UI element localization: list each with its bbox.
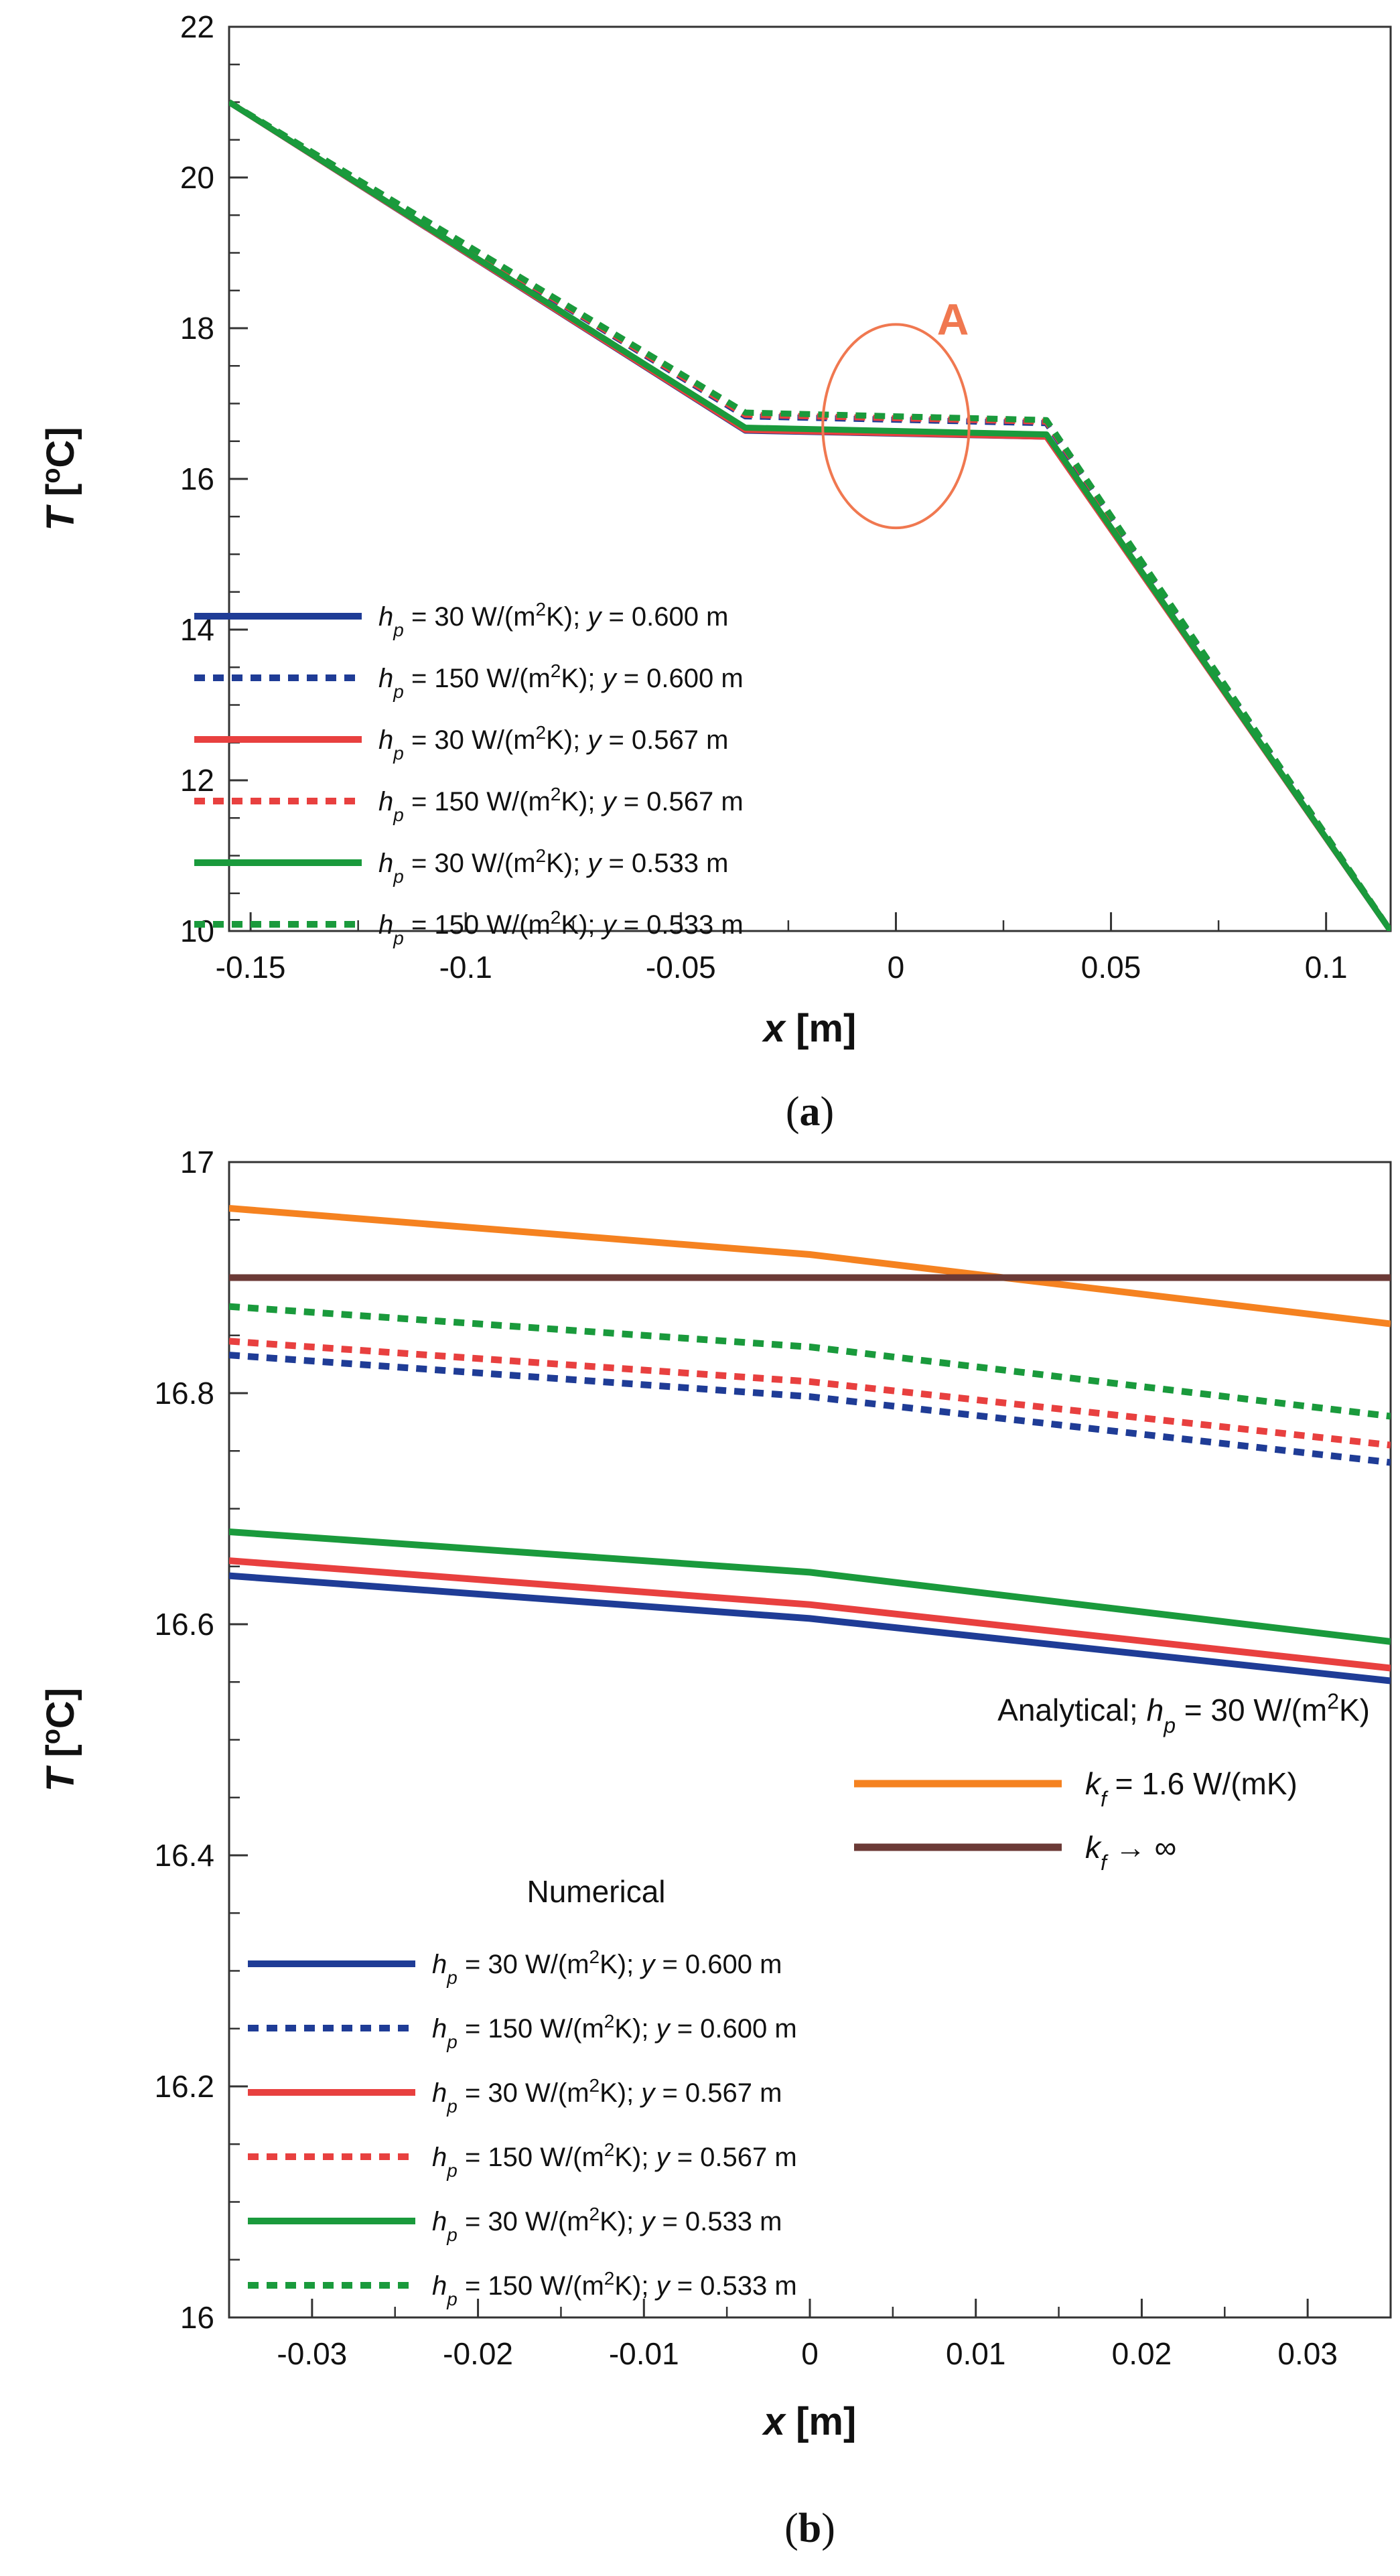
y-tick-label: 10 bbox=[180, 914, 214, 948]
x-axis-label: x [m] bbox=[762, 2400, 857, 2443]
y-axis-label: T [oC] bbox=[38, 1688, 82, 1792]
y-tick-label: 16.8 bbox=[154, 1376, 214, 1411]
legend-analytical-label-0: kf = 1.6 W/(mK) bbox=[1085, 1766, 1298, 1811]
y-tick-label: 22 bbox=[180, 9, 214, 44]
figure-caption: (a) bbox=[786, 1089, 834, 1135]
annotation-label: A bbox=[937, 295, 969, 344]
x-tick-label: 0 bbox=[888, 950, 905, 985]
series-line-2 bbox=[229, 1303, 1391, 1420]
legend-label-1: hp = 150 W/(m2K); y = 0.600 m bbox=[432, 2011, 797, 2052]
legend-label-1: hp = 150 W/(m2K); y = 0.600 m bbox=[378, 660, 744, 702]
y-tick-label: 16.4 bbox=[154, 1838, 214, 1873]
y-tick-label: 12 bbox=[180, 763, 214, 798]
legend-label-2: hp = 30 W/(m2K); y = 0.567 m bbox=[432, 2075, 782, 2117]
x-tick-label: -0.03 bbox=[277, 2336, 347, 2371]
y-tick-label: 16.2 bbox=[154, 2069, 214, 2104]
series-line-4 bbox=[229, 99, 1391, 931]
x-tick-label: -0.05 bbox=[646, 950, 716, 985]
series-line-7 bbox=[229, 1572, 1391, 1685]
series-line-3 bbox=[229, 1338, 1391, 1449]
series-line-0 bbox=[229, 1205, 1391, 1328]
figure-caption: (b) bbox=[784, 2506, 835, 2551]
x-tick-label: 0.01 bbox=[946, 2336, 1006, 2371]
x-tick-label: 0.1 bbox=[1305, 950, 1348, 985]
x-axis-label: x [m] bbox=[762, 1007, 857, 1050]
y-tick-label: 16 bbox=[180, 461, 214, 496]
x-tick-label: 0.02 bbox=[1112, 2336, 1172, 2371]
legend-label-3: hp = 150 W/(m2K); y = 0.567 m bbox=[378, 784, 744, 825]
y-tick-label: 16.6 bbox=[154, 1607, 214, 1642]
legend-label-2: hp = 30 W/(m2K); y = 0.567 m bbox=[378, 722, 728, 764]
legend-numerical-title: Numerical bbox=[527, 1874, 665, 1909]
y-tick-label: 20 bbox=[180, 160, 214, 195]
x-tick-label: -0.02 bbox=[443, 2336, 513, 2371]
legend-label-4: hp = 30 W/(m2K); y = 0.533 m bbox=[378, 845, 728, 887]
y-tick-label: 16 bbox=[180, 2300, 214, 2335]
annotation-ellipse bbox=[821, 323, 971, 530]
y-tick-label: 18 bbox=[180, 311, 214, 346]
y-axis-label: T [oC] bbox=[38, 427, 82, 530]
series-line-5 bbox=[229, 1528, 1391, 1645]
series-line-6 bbox=[229, 1557, 1391, 1672]
series-line-4 bbox=[229, 1352, 1391, 1466]
legend-label-4: hp = 30 W/(m2K); y = 0.533 m bbox=[432, 2204, 782, 2245]
legend-label-3: hp = 150 W/(m2K); y = 0.567 m bbox=[432, 2139, 797, 2181]
x-tick-label: 0 bbox=[801, 2336, 819, 2371]
chart-b: 16 16.2 16.4 16.6 16.8 17 -0.03 -0.02 -0.01 0 0.01… bbox=[38, 1145, 1392, 2551]
x-tick-label: 0.05 bbox=[1081, 950, 1141, 985]
y-tick-label: 17 bbox=[180, 1145, 214, 1179]
x-tick-label: -0.1 bbox=[439, 950, 492, 985]
x-tick-label: -0.01 bbox=[609, 2336, 679, 2371]
x-tick-label: -0.15 bbox=[216, 950, 286, 985]
legend-label-5: hp = 150 W/(m2K); y = 0.533 m bbox=[432, 2268, 797, 2309]
x-tick-label: 0.03 bbox=[1277, 2336, 1338, 2371]
legend-analytical-label-1: kf → ∞ bbox=[1085, 1830, 1176, 1875]
legend-analytical-title: Analytical; hp = 30 W/(m2K) bbox=[997, 1689, 1370, 1737]
legend-label-5: hp = 150 W/(m2K); y = 0.533 m bbox=[378, 907, 744, 948]
series-line-5 bbox=[229, 99, 1391, 931]
legend-label-0: hp = 30 W/(m2K); y = 0.600 m bbox=[378, 599, 728, 640]
legend-label-0: hp = 30 W/(m2K); y = 0.600 m bbox=[432, 1946, 782, 1988]
plot-frame bbox=[228, 1161, 1392, 2319]
